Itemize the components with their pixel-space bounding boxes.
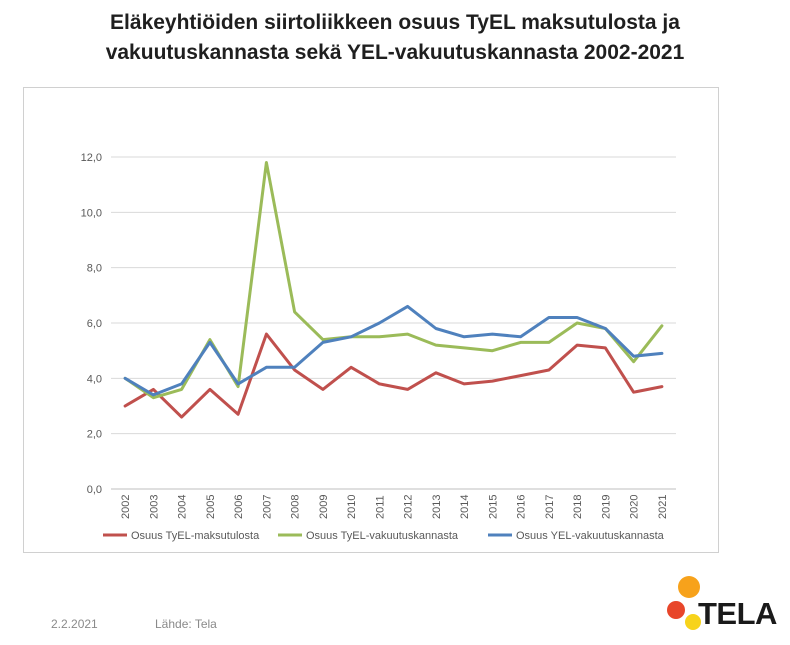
series-line-2 bbox=[123, 161, 664, 400]
series-line-1 bbox=[123, 332, 664, 419]
x-tick-label: 2019 bbox=[600, 495, 612, 519]
logo-red-dot bbox=[667, 601, 685, 619]
x-tick-label: 2020 bbox=[629, 495, 641, 519]
y-tick-label: 6,0 bbox=[87, 318, 102, 330]
logo-yellow-dot bbox=[685, 614, 701, 630]
legend-label: Osuus TyEL-vakuutuskannasta bbox=[306, 530, 459, 542]
x-tick-label: 2013 bbox=[431, 495, 443, 519]
x-tick-label: 2003 bbox=[148, 495, 160, 519]
x-tick-label: 2010 bbox=[346, 495, 358, 519]
x-tick-label: 2014 bbox=[459, 495, 471, 519]
chart-title-line-2: vakuutuskannasta sekä YEL-vakuutuskannas… bbox=[105, 41, 685, 64]
series-line-3 bbox=[123, 304, 664, 397]
chart-title: Eläkeyhtiöiden siirtoliikkeen osuus TyEL… bbox=[0, 8, 790, 68]
x-tick-label: 2016 bbox=[516, 495, 528, 519]
x-tick-label: 2021 bbox=[657, 495, 669, 519]
x-tick-label: 2012 bbox=[403, 495, 415, 519]
tela-logo: TELA bbox=[664, 574, 779, 638]
y-tick-label: 12,0 bbox=[81, 152, 102, 164]
x-tick-label: 2008 bbox=[290, 495, 302, 519]
legend-label: Osuus YEL-vakuutuskannasta bbox=[516, 530, 665, 542]
x-tick-label: 2018 bbox=[572, 495, 584, 519]
y-tick-label: 10,0 bbox=[81, 207, 102, 219]
x-tick-label: 2002 bbox=[120, 495, 132, 519]
footer-date: 2.2.2021 bbox=[51, 617, 98, 631]
y-tick-label: 8,0 bbox=[87, 263, 102, 275]
y-tick-label: 0,0 bbox=[87, 484, 102, 496]
x-tick-label: 2009 bbox=[318, 495, 330, 519]
legend-label: Osuus TyEL-maksutulosta bbox=[131, 530, 260, 542]
x-tick-label: 2011 bbox=[374, 495, 386, 519]
tela-logo-icon bbox=[667, 576, 701, 630]
x-tick-label: 2006 bbox=[233, 495, 245, 519]
y-tick-label: 4,0 bbox=[87, 373, 102, 385]
x-tick-label: 2017 bbox=[544, 495, 556, 519]
x-tick-label: 2015 bbox=[487, 495, 499, 519]
x-tick-label: 2005 bbox=[205, 495, 217, 519]
x-tick-label: 2007 bbox=[261, 495, 273, 519]
logo-text: TELA bbox=[698, 596, 777, 631]
y-tick-label: 2,0 bbox=[87, 429, 102, 441]
footer-source: Lähde: Tela bbox=[155, 617, 217, 631]
x-tick-label: 2004 bbox=[177, 495, 189, 519]
logo-orange-dot bbox=[678, 576, 700, 598]
chart-area bbox=[23, 87, 719, 553]
chart-title-line-1: Eläkeyhtiöiden siirtoliikkeen osuus TyEL… bbox=[110, 11, 680, 34]
